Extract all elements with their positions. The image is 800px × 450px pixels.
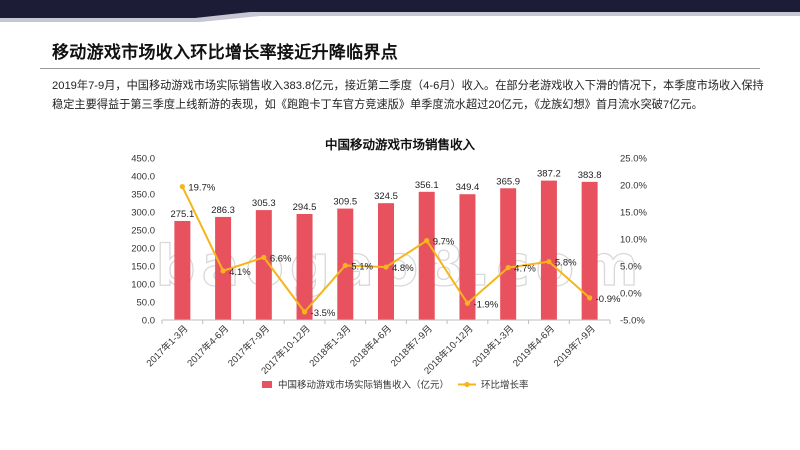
bar	[459, 194, 476, 320]
bar-value-label: 356.1	[415, 180, 439, 191]
bar-value-label: 294.5	[293, 202, 317, 213]
chart-title: 中国移动游戏市场销售收入	[324, 138, 475, 152]
bar-value-label: 305.3	[252, 198, 276, 209]
growth-rate-point	[301, 309, 308, 315]
bar	[540, 180, 557, 320]
left-axis-tick-label: 100.0	[131, 280, 155, 291]
bar-value-label: 286.3	[211, 205, 235, 216]
growth-rate-label: -0.9%	[596, 294, 621, 305]
growth-rate-point	[179, 184, 185, 190]
left-axis-tick-label: 450.0	[131, 154, 155, 165]
right-axis-tick-label: 15.0%	[620, 208, 647, 219]
x-axis-category-label: 2018年1-3月	[307, 323, 354, 370]
left-axis-tick-label: 200.0	[131, 244, 155, 255]
bar-value-label: 383.8	[578, 170, 602, 181]
growth-rate-point	[383, 264, 389, 270]
legend-line-marker	[464, 381, 470, 388]
title-divider	[40, 68, 760, 69]
page-description: 2019年7-9月，中国移动游戏市场实际销售收入383.8亿元，接近第二季度（4…	[52, 80, 764, 111]
header-band-dark	[0, 0, 800, 18]
legend-bar-swatch	[262, 381, 272, 388]
bar-value-label: 275.1	[170, 209, 194, 220]
left-axis-tick-label: 300.0	[131, 208, 155, 219]
growth-rate-point	[464, 300, 471, 306]
left-axis-tick-label: 50.0	[137, 298, 156, 309]
right-axis-tick-label: 20.0%	[620, 181, 647, 192]
growth-rate-label: 9.7%	[433, 237, 455, 248]
bar	[378, 203, 394, 320]
growth-rate-point	[342, 262, 348, 269]
x-axis-category-label: 2017年1-3月	[144, 323, 191, 370]
left-axis-tick-label: 350.0	[131, 190, 155, 201]
growth-rate-label: -1.9%	[473, 299, 498, 310]
left-axis-tick-label: 400.0	[131, 172, 155, 183]
page-title: 移动游戏市场收入环比增长率接近升降临界点	[52, 43, 398, 62]
growth-rate-point	[261, 254, 267, 260]
legend-line-label: 环比增长率	[481, 379, 529, 391]
bar	[581, 181, 598, 320]
x-axis-category-label: 2018年4-6月	[348, 323, 395, 370]
x-axis-category-label: 2019年4-6月	[510, 323, 557, 370]
right-axis-tick-label: -5.0%	[620, 316, 645, 327]
bar	[500, 188, 517, 320]
growth-rate-label: 6.6%	[270, 253, 292, 264]
bar-value-label: 387.2	[537, 169, 561, 180]
left-axis-tick-label: 250.0	[131, 226, 155, 237]
right-axis-tick-label: 10.0%	[620, 235, 647, 246]
bar-value-label: 365.9	[496, 176, 520, 187]
growth-rate-point	[587, 295, 593, 301]
x-axis-category-label: 2019年1-3月	[470, 323, 517, 370]
growth-rate-label: 5.1%	[351, 261, 373, 272]
bar-value-label: 309.5	[333, 197, 357, 208]
growth-rate-point	[424, 238, 430, 244]
growth-rate-label: 5.8%	[555, 258, 577, 269]
growth-rate-label: 4.8%	[392, 263, 414, 274]
growth-rate-point	[220, 268, 226, 274]
bar	[255, 210, 272, 320]
growth-rate-label: 4.1%	[229, 267, 251, 278]
x-axis-category-label: 2019年7-9月	[551, 323, 598, 370]
bar-value-label: 349.4	[456, 182, 480, 193]
bar	[418, 191, 435, 320]
legend-bar-label: 中国移动游戏市场实际销售收入（亿元）	[278, 379, 449, 391]
growth-rate-point	[546, 259, 552, 265]
left-axis-tick-label: 0.0	[142, 316, 155, 327]
bar	[296, 213, 313, 320]
right-axis-tick-label: 0.0%	[620, 289, 642, 300]
header-band	[0, 0, 800, 22]
bar	[174, 220, 191, 320]
right-axis-tick-label: 25.0%	[620, 154, 647, 165]
left-axis-tick-label: 150.0	[131, 262, 155, 273]
right-axis-tick-label: 5.0%	[620, 262, 642, 273]
bar-value-label: 324.5	[374, 191, 398, 202]
growth-rate-label: 4.7%	[514, 264, 536, 275]
x-axis-category-label: 2017年4-6月	[185, 323, 232, 370]
growth-rate-point	[505, 265, 511, 271]
growth-rate-label: -3.5%	[311, 308, 336, 319]
growth-rate-label: 19.7%	[188, 183, 215, 194]
